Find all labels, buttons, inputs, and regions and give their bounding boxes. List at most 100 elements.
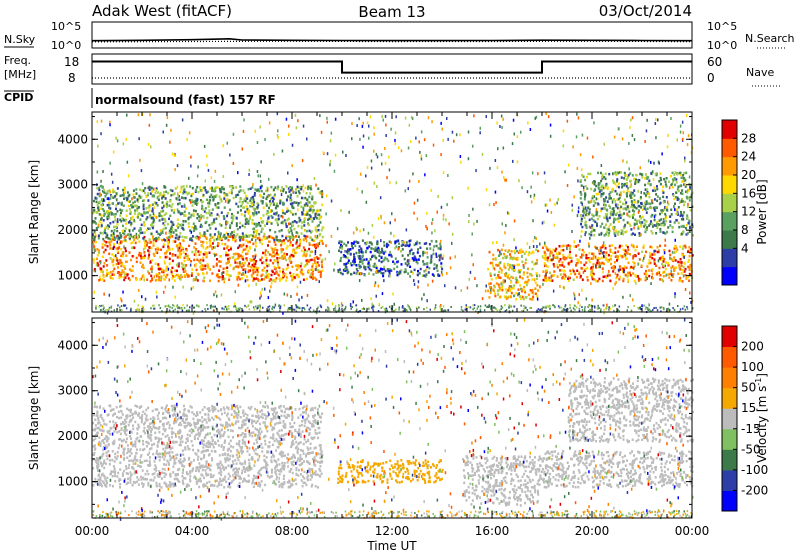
scatter-point bbox=[176, 237, 179, 240]
scatter-point bbox=[617, 185, 620, 189]
scatter-point bbox=[121, 263, 124, 266]
scatter-point bbox=[189, 185, 192, 188]
scatter-point bbox=[569, 269, 572, 272]
scatter-point bbox=[200, 265, 203, 268]
scatter-point bbox=[631, 174, 634, 177]
scatter-point bbox=[150, 232, 153, 236]
scatter-point bbox=[601, 222, 604, 226]
scatter-point bbox=[517, 270, 520, 274]
scatter-point bbox=[383, 265, 386, 269]
scatter-point bbox=[605, 223, 607, 226]
scatter-point bbox=[679, 184, 682, 188]
scatter-point bbox=[268, 121, 271, 125]
scatter-point bbox=[245, 221, 248, 224]
scatter-point bbox=[558, 306, 561, 309]
scatter-point bbox=[573, 240, 575, 244]
scatter-point bbox=[680, 213, 683, 217]
scatter-point bbox=[218, 223, 221, 226]
scatter-point bbox=[287, 228, 290, 232]
scatter-point bbox=[614, 182, 617, 186]
scatter-point bbox=[568, 279, 570, 282]
scatter-point bbox=[121, 201, 123, 205]
scatter-point bbox=[394, 247, 397, 250]
scatter-point bbox=[562, 273, 565, 276]
scatter-point bbox=[610, 262, 612, 266]
scatter-point bbox=[549, 279, 552, 282]
scatter-point bbox=[239, 226, 241, 229]
scatter-point bbox=[506, 276, 509, 279]
scatter-point bbox=[342, 254, 345, 257]
scatter-point bbox=[125, 254, 128, 257]
scatter-point bbox=[102, 274, 105, 277]
scatter-point bbox=[360, 260, 363, 263]
scatter-point bbox=[555, 256, 557, 259]
scatter-point bbox=[179, 232, 182, 235]
scatter-point bbox=[123, 245, 125, 249]
scatter-point bbox=[583, 263, 586, 267]
scatter-point bbox=[109, 190, 111, 194]
scatter-point bbox=[198, 236, 201, 239]
scatter-point bbox=[206, 154, 208, 158]
scatter-point bbox=[618, 265, 621, 268]
scatter-point bbox=[530, 274, 533, 277]
scatter-point bbox=[624, 174, 627, 178]
scatter-point bbox=[241, 224, 244, 228]
scatter-point bbox=[183, 203, 186, 207]
scatter-point bbox=[263, 278, 266, 281]
scatter-point bbox=[545, 273, 547, 277]
scatter-point bbox=[668, 276, 671, 279]
scatter-point bbox=[291, 244, 294, 247]
scatter-point bbox=[137, 197, 140, 200]
scatter-point bbox=[257, 304, 259, 307]
scatter-point bbox=[249, 269, 252, 272]
scatter-point bbox=[139, 196, 142, 199]
scatter-point bbox=[519, 275, 521, 278]
scatter-point bbox=[534, 281, 537, 285]
scatter-point bbox=[223, 308, 225, 311]
scatter-point bbox=[301, 159, 304, 163]
scatter-point bbox=[604, 203, 606, 207]
scatter-point bbox=[603, 226, 606, 229]
scatter-point bbox=[644, 183, 647, 187]
scatter-point bbox=[489, 274, 492, 277]
scatter-point bbox=[322, 151, 325, 155]
scatter-point bbox=[690, 300, 692, 304]
scatter-point bbox=[251, 186, 254, 189]
scatter-point bbox=[266, 222, 269, 225]
scatter-point bbox=[188, 176, 190, 180]
scatter-point bbox=[299, 242, 302, 246]
scatter-point bbox=[163, 204, 165, 208]
scatter-point bbox=[546, 258, 549, 261]
scatter-point bbox=[634, 182, 637, 185]
scatter-point bbox=[596, 222, 598, 225]
scatter-point bbox=[107, 271, 110, 275]
scatter-point bbox=[679, 258, 682, 261]
scatter-point bbox=[384, 269, 387, 273]
scatter-point bbox=[246, 210, 249, 213]
scatter-point bbox=[149, 192, 152, 195]
scatter-point bbox=[622, 267, 625, 271]
scatter-point bbox=[126, 233, 129, 236]
scatter-point bbox=[361, 262, 364, 265]
scatter-point bbox=[125, 196, 128, 200]
scatter-point bbox=[418, 254, 421, 258]
scatter-point bbox=[371, 242, 373, 246]
scatter-point bbox=[361, 254, 364, 258]
scatter-point bbox=[183, 256, 186, 260]
scatter-point bbox=[673, 221, 676, 224]
scatter-point bbox=[291, 265, 294, 268]
scatter-point bbox=[171, 247, 174, 251]
scatter-point bbox=[371, 302, 373, 306]
scatter-point bbox=[217, 279, 220, 283]
scatter-point bbox=[308, 229, 311, 233]
scatter-point bbox=[268, 275, 270, 279]
scatter-point bbox=[123, 278, 126, 282]
scatter-point bbox=[259, 240, 262, 244]
scatter-point bbox=[529, 289, 532, 292]
scatter-point bbox=[100, 207, 103, 210]
scatter-point bbox=[148, 253, 151, 256]
scatter-point bbox=[564, 304, 567, 307]
scatter-point bbox=[201, 207, 204, 210]
cpid-label: CPID bbox=[4, 91, 33, 104]
scatter-point bbox=[660, 306, 663, 309]
